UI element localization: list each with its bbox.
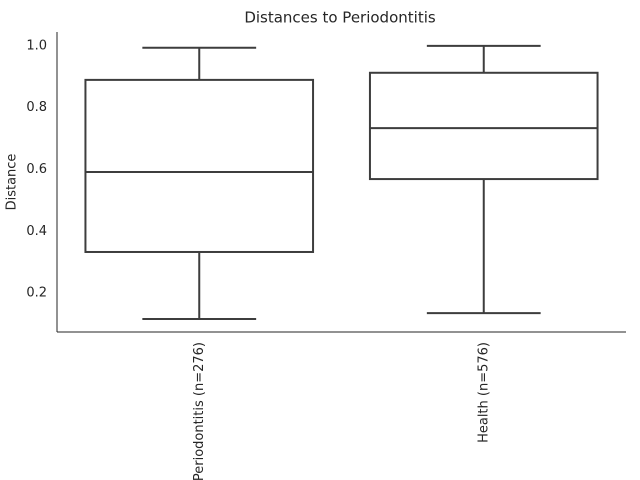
y-tick-label: 0.2 (26, 286, 47, 301)
y-tick-label: 1.0 (26, 38, 47, 53)
box (368, 71, 599, 181)
y-tick-label: 0.8 (26, 100, 47, 115)
y-tick-label: 0.4 (26, 224, 47, 239)
x-tick-label: Periodontitis (n=276) (192, 342, 207, 480)
box (84, 78, 315, 253)
chart-title: Distances to Periodontitis (244, 9, 436, 27)
x-tick-label: Health (n=576) (476, 342, 491, 443)
y-axis-label: Distance (5, 154, 20, 211)
y-tick-label: 0.6 (26, 162, 47, 177)
